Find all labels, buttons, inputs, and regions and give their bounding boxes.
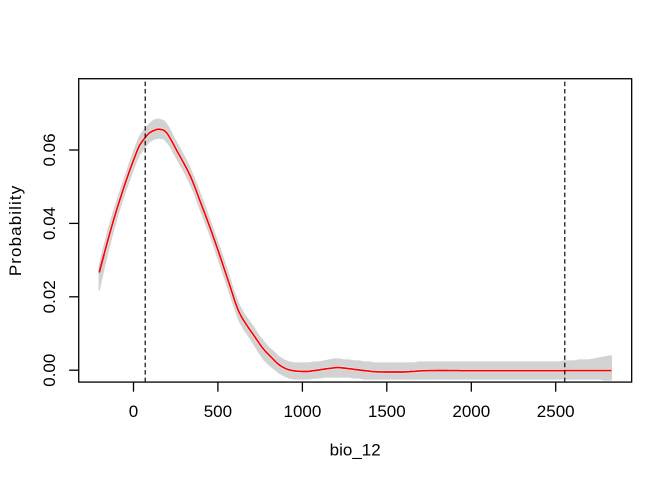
svg-text:0.00: 0.00: [40, 354, 59, 387]
svg-text:2000: 2000: [452, 402, 490, 421]
svg-text:bio_12: bio_12: [330, 441, 381, 460]
svg-text:0.06: 0.06: [40, 133, 59, 166]
svg-text:0: 0: [129, 402, 138, 421]
svg-text:0.04: 0.04: [40, 207, 59, 240]
svg-text:1500: 1500: [368, 402, 406, 421]
svg-text:0.02: 0.02: [40, 280, 59, 313]
svg-text:2500: 2500: [537, 402, 575, 421]
svg-text:500: 500: [204, 402, 232, 421]
svg-text:Probability: Probability: [6, 185, 25, 276]
svg-text:1000: 1000: [283, 402, 321, 421]
